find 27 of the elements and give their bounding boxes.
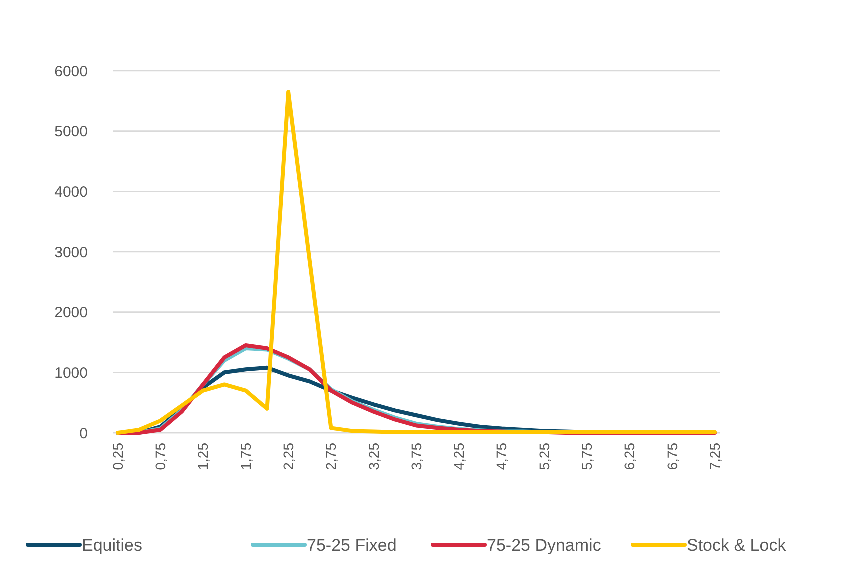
y-tick-label: 3000 [54, 244, 88, 262]
y-tick-label: 1000 [54, 364, 88, 382]
legend-label: 75-25 Fixed [307, 536, 397, 555]
x-tick-label: 2,25 [280, 442, 296, 470]
y-tick-label: 0 [80, 425, 88, 442]
x-tick-label: 5,75 [578, 442, 595, 470]
legend-label: Stock & Lock [687, 536, 787, 555]
x-tick-label: 6,25 [622, 442, 638, 470]
x-tick-label: 4,25 [451, 442, 468, 470]
x-tick-label: 6,75 [664, 442, 680, 470]
legend-label: Equities [82, 536, 142, 555]
y-tick-label: 5000 [54, 124, 88, 141]
x-tick-label: 1,75 [238, 442, 254, 470]
x-tick-label: 7,25 [706, 442, 723, 470]
x-tick-label: 3,25 [366, 442, 382, 470]
y-tick-label: 4000 [54, 184, 88, 201]
y-tick-label: 6000 [54, 63, 88, 80]
x-tick-label: 4,75 [494, 442, 510, 470]
x-tick-label: 3,75 [408, 442, 424, 470]
x-tick-label: 0,25 [110, 442, 126, 470]
x-tick-label: 0,75 [152, 442, 169, 470]
x-tick-label: 1,25 [195, 442, 212, 470]
x-tick-label: 2,75 [323, 442, 340, 470]
x-tick-label: 5,25 [536, 442, 552, 470]
y-tick-label: 2000 [54, 304, 88, 322]
line-series [116, 90, 717, 435]
legend-label: 75-25 Dynamic [487, 536, 602, 555]
